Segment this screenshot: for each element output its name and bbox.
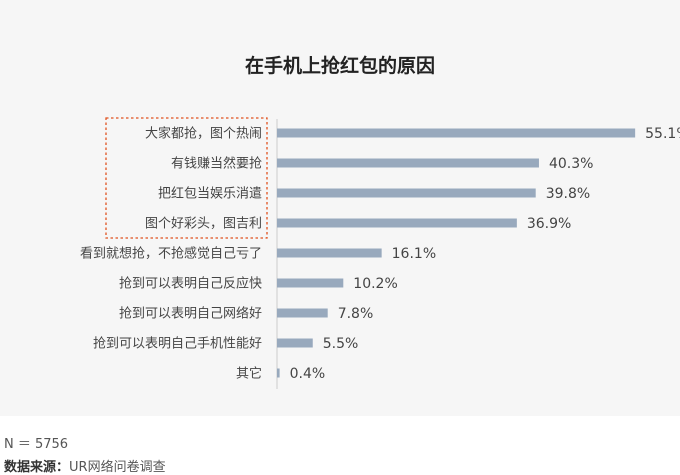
value-label: 36.9% <box>527 216 571 232</box>
chart-title: 在手机上抢红包的原因 <box>245 54 435 77</box>
value-label: 16.1% <box>392 246 436 262</box>
sample-size-note: N ＝ 5756 <box>4 437 69 452</box>
category-label: 有钱赚当然要抢 <box>171 156 262 172</box>
category-label: 抢到可以表明自己反应快 <box>119 276 262 292</box>
value-label: 10.2% <box>353 276 397 292</box>
value-label: 40.3% <box>549 156 593 172</box>
category-label: 抢到可以表明自己网络好 <box>119 306 262 322</box>
bar <box>277 248 382 258</box>
category-label: 把红包当娱乐消遣 <box>158 186 262 202</box>
category-label: 图个好彩头，图吉利 <box>145 217 262 232</box>
data-source-label: 数据来源： <box>4 460 70 475</box>
value-label: 5.5% <box>323 336 359 352</box>
value-label: 39.8% <box>546 186 590 202</box>
highlight-box <box>105 117 268 239</box>
chart-area: 在手机上抢红包的原因 大家都抢，图个热闹 55.1% 有钱赚当然要抢 40.3% 把红包… <box>79 54 680 389</box>
category-label: 看到就想抢，不抢感觉自己亏了 <box>80 246 262 262</box>
category-label: 大家都抢，图个热闹 <box>145 126 262 142</box>
bars-group: 大家都抢，图个热闹 55.1% 有钱赚当然要抢 40.3% 把红包当娱乐消遣 39.8% 图… <box>80 126 680 383</box>
category-label: 抢到可以表明自己手机性能好 <box>93 336 262 352</box>
bar <box>277 368 280 378</box>
data-source: 数据来源：UR网络问卷调查 <box>4 456 166 475</box>
bar <box>277 218 517 228</box>
bar <box>277 308 328 318</box>
category-label: 其它 <box>236 366 262 382</box>
bar <box>277 278 344 288</box>
value-label: 55.1% <box>645 126 680 142</box>
bar-chart: 在手机上抢红包的原因 大家都抢，图个热闹 55.1% 有钱赚当然要抢 40.3% 把红包… <box>80 54 680 389</box>
data-source-value: UR网络问卷调查 <box>69 460 166 475</box>
value-label: 7.8% <box>338 306 374 322</box>
bar <box>277 188 536 198</box>
bar <box>277 158 539 168</box>
bar <box>277 128 636 138</box>
bar <box>277 338 313 348</box>
value-label: 0.4% <box>290 366 326 382</box>
